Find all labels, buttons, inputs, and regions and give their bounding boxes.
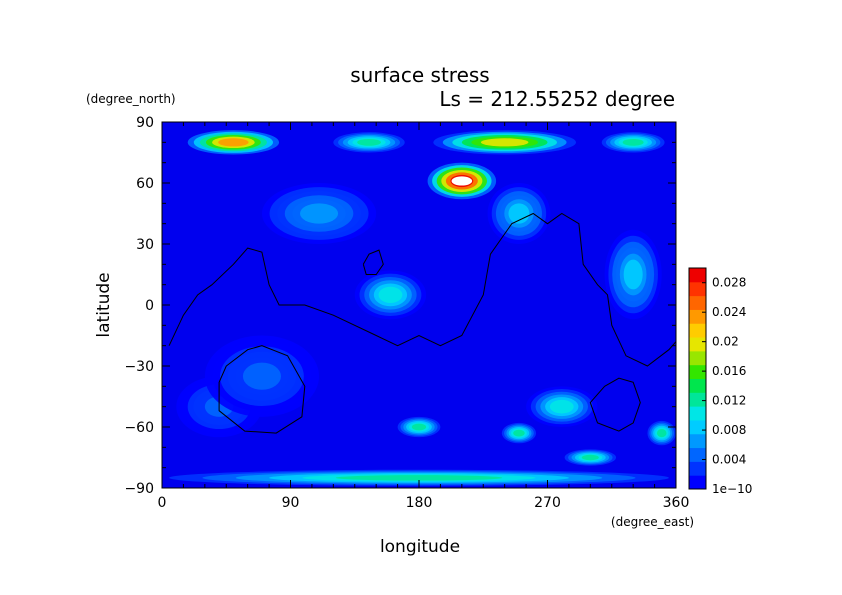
colorbar-swatch — [689, 337, 706, 352]
stress-level — [656, 429, 667, 438]
y-tick-label: −90 — [124, 481, 154, 497]
colorbar-swatch — [689, 461, 706, 476]
x-axis: 0 90 180 270 360 — [158, 122, 690, 511]
colorbar-tick-label: 0.024 — [712, 305, 746, 319]
stress-level — [411, 423, 427, 431]
stress-feature-0 — [187, 130, 280, 155]
y-tick-label: 60 — [136, 176, 154, 192]
contour-dichotomy — [168, 212, 676, 367]
stress-level — [623, 259, 643, 290]
x-tick-label: 90 — [282, 495, 300, 511]
stress-level — [335, 475, 503, 481]
colorbar-swatch — [689, 447, 706, 462]
stress-level — [480, 138, 529, 147]
y-tick-label: 30 — [136, 237, 154, 253]
stress-feature-1 — [433, 130, 577, 155]
stress-level — [508, 203, 530, 224]
colorbar-swatch — [689, 364, 706, 379]
y-tick-label: −60 — [124, 420, 154, 436]
colorbar-tick-label: 0.016 — [712, 364, 746, 378]
chart-subtitle: Ls = 212.55252 degree — [439, 87, 675, 111]
colorbar-swatch — [689, 392, 706, 407]
colorbar-tick-label: 0.004 — [712, 453, 746, 467]
colorbar-tick-label: 1e−10 — [712, 482, 752, 496]
stress-level — [378, 286, 403, 303]
colorbar-frame — [688, 267, 707, 490]
x-units: (degree_east) — [611, 515, 694, 529]
colorbar-tick-label: 0.02 — [712, 335, 739, 349]
colorbar-swatch — [689, 309, 706, 324]
stress-peak — [451, 176, 473, 186]
x-tick-label: 180 — [406, 495, 433, 511]
stress-feature-2 — [333, 132, 405, 153]
y-tick-label: 0 — [145, 298, 154, 314]
colorbar-tick-label: 0.028 — [712, 276, 746, 290]
stress-level — [300, 203, 339, 224]
stress-level — [513, 429, 525, 437]
colorbar-tick-label: 0.008 — [712, 423, 746, 437]
chart-title: surface stress — [350, 63, 489, 87]
colorbar-tick-label: 0.012 — [712, 394, 746, 408]
stress-feature-7 — [487, 183, 551, 244]
x-tick-label: 360 — [663, 495, 690, 511]
contour-elysium — [362, 249, 384, 275]
colorbar-swatch — [689, 268, 706, 283]
stress-feature-12 — [564, 449, 617, 466]
colorbar-swatch — [689, 323, 706, 338]
stress-level — [242, 362, 281, 390]
stress-feature-6 — [354, 270, 427, 320]
stress-feature-8 — [261, 183, 377, 244]
y-tick-label: 90 — [136, 115, 154, 131]
stress-feature-5 — [604, 229, 662, 320]
stress-feature-16 — [204, 335, 320, 417]
colorbar-swatch — [689, 475, 706, 490]
stress-feature-10 — [397, 416, 441, 438]
y-axis: 90 60 30 0 −30 −60 −90 — [124, 115, 676, 497]
colorbar-swatch — [689, 419, 706, 435]
x-tick-label: 270 — [534, 495, 561, 511]
colorbar-swatch — [689, 350, 706, 366]
x-tick-label: 0 — [158, 495, 167, 511]
colorbar: 0.028 0.024 0.02 0.016 0.012 0.008 0.004 1e−10 — [688, 267, 752, 496]
colorbar-swatch — [689, 406, 706, 421]
y-tick-label: −30 — [124, 359, 154, 375]
stress-level — [581, 454, 599, 461]
x-axis-label: longitude — [380, 537, 460, 557]
stress-level — [622, 138, 644, 146]
stress-level — [357, 138, 381, 146]
stress-feature-14 — [169, 469, 669, 486]
colorbar-swatch — [689, 295, 706, 310]
colorbar-swatch — [689, 433, 706, 449]
heatmap-field — [169, 130, 676, 486]
stress-feature-11 — [501, 422, 537, 444]
stress-feature-4 — [601, 132, 665, 153]
y-axis-label: latitude — [94, 272, 114, 337]
colorbar-swatch — [689, 378, 706, 393]
stress-feature-9 — [526, 386, 598, 427]
coastline-contours — [168, 212, 676, 434]
colorbar-swatch — [689, 281, 706, 297]
y-units: (degree_north) — [86, 92, 176, 106]
contour-argyre — [589, 377, 641, 432]
plot-area: 0 90 180 270 360 90 60 30 0 −30 −60 −90 — [124, 115, 689, 511]
stress-feature-13 — [647, 420, 676, 446]
stress-level — [218, 138, 249, 147]
stress-level — [549, 399, 574, 414]
stress-feature-3 — [427, 162, 497, 200]
contour-hellas — [218, 345, 306, 434]
